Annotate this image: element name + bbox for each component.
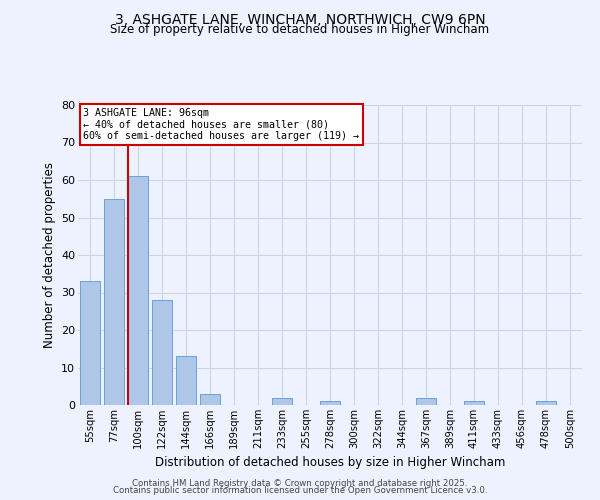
Bar bbox=[272, 398, 292, 405]
Bar bbox=[416, 398, 436, 405]
Text: Contains public sector information licensed under the Open Government Licence v3: Contains public sector information licen… bbox=[113, 486, 487, 495]
Text: Size of property relative to detached houses in Higher Wincham: Size of property relative to detached ho… bbox=[110, 22, 490, 36]
Bar bbox=[80, 281, 100, 405]
Text: Contains HM Land Registry data © Crown copyright and database right 2025.: Contains HM Land Registry data © Crown c… bbox=[132, 478, 468, 488]
Text: 3 ASHGATE LANE: 96sqm
← 40% of detached houses are smaller (80)
60% of semi-deta: 3 ASHGATE LANE: 96sqm ← 40% of detached … bbox=[83, 108, 359, 141]
Bar bbox=[152, 300, 172, 405]
X-axis label: Distribution of detached houses by size in Higher Wincham: Distribution of detached houses by size … bbox=[155, 456, 505, 469]
Text: 3, ASHGATE LANE, WINCHAM, NORTHWICH, CW9 6PN: 3, ASHGATE LANE, WINCHAM, NORTHWICH, CW9… bbox=[115, 12, 485, 26]
Bar bbox=[200, 394, 220, 405]
Bar bbox=[320, 401, 340, 405]
Bar bbox=[464, 401, 484, 405]
Bar bbox=[536, 401, 556, 405]
Bar bbox=[176, 356, 196, 405]
Bar bbox=[104, 198, 124, 405]
Y-axis label: Number of detached properties: Number of detached properties bbox=[43, 162, 56, 348]
Bar bbox=[128, 176, 148, 405]
